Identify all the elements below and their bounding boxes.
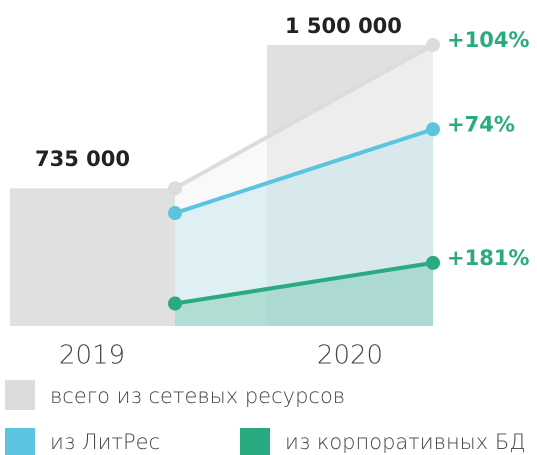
point bbox=[168, 206, 182, 221]
area bbox=[175, 129, 433, 326]
x-tick-label: 2019 bbox=[59, 341, 125, 371]
x-tick-label: 2020 bbox=[317, 341, 383, 371]
growth-label: +181% bbox=[447, 246, 529, 270]
bar-value-label: 735 000 bbox=[35, 147, 130, 171]
line bbox=[174, 127, 434, 215]
point bbox=[426, 122, 440, 137]
point bbox=[426, 38, 440, 52]
line bbox=[174, 260, 434, 306]
area bbox=[175, 262, 433, 326]
legend-label: из корпоративных БД bbox=[285, 430, 526, 454]
legend-swatch bbox=[5, 428, 35, 455]
legend-label: из ЛитРес bbox=[50, 430, 160, 454]
growth-label: +104% bbox=[447, 28, 529, 52]
bar bbox=[10, 188, 175, 326]
growth-label: +74% bbox=[447, 112, 515, 136]
line bbox=[174, 43, 434, 191]
legend-label: всего из сетевых ресурсов bbox=[50, 384, 345, 408]
area bbox=[175, 45, 433, 326]
legend-swatch bbox=[240, 428, 270, 455]
point bbox=[426, 255, 440, 270]
legend-swatch bbox=[5, 380, 35, 410]
point bbox=[168, 181, 182, 196]
bar-value-label: 1 500 000 bbox=[285, 14, 402, 38]
point bbox=[168, 296, 182, 311]
